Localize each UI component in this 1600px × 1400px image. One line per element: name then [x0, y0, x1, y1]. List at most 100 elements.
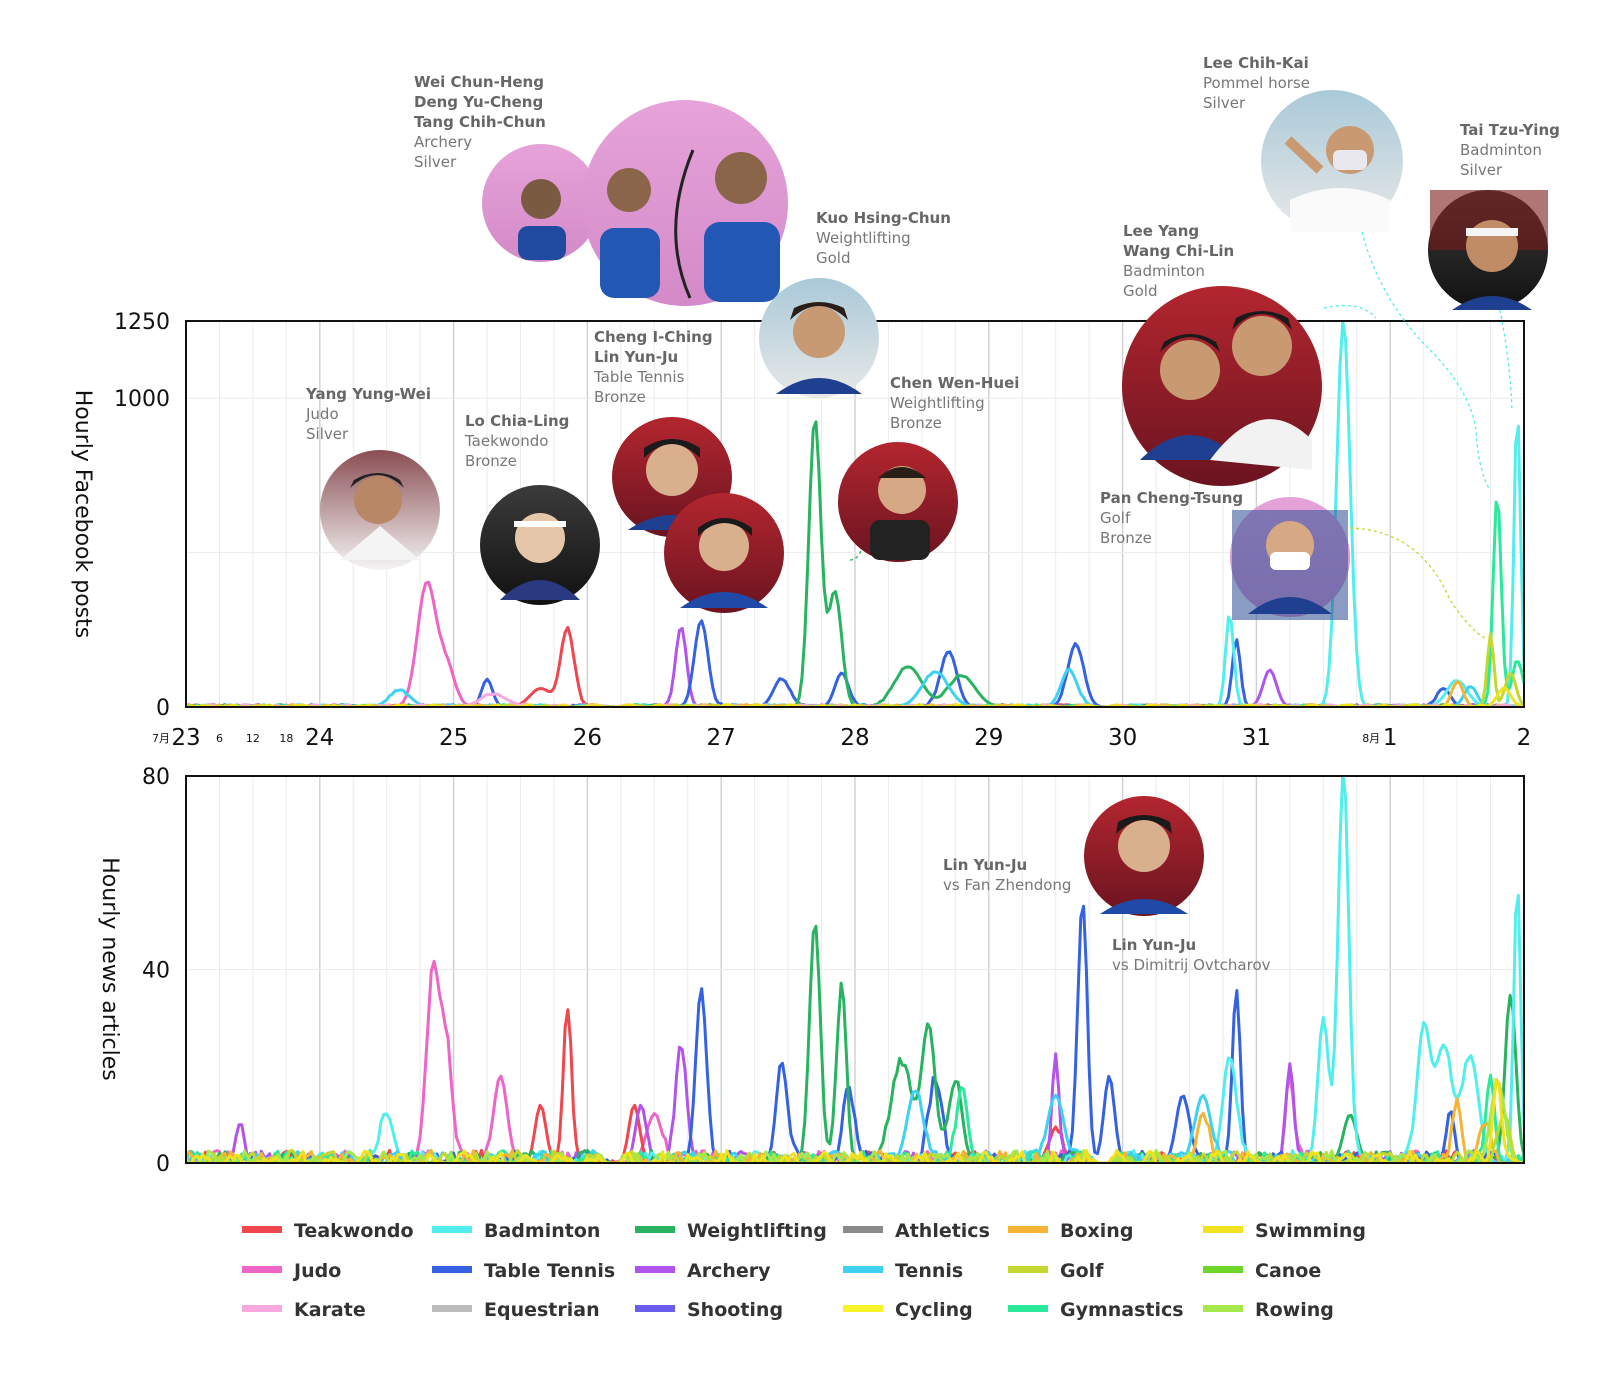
series-line-swimming — [186, 1077, 1524, 1163]
annotation-line: Weightlifting — [890, 394, 985, 412]
annotation-line: Gold — [816, 249, 851, 267]
badminton-singles-photo — [1428, 190, 1548, 310]
legend-label: Badminton — [484, 1220, 600, 1242]
annotation-ovtcharov: Lin Yun-Ju vs Dimitrij Ovtcharov — [1112, 936, 1271, 974]
legend-label: Shooting — [687, 1299, 783, 1321]
legend-label: Tennis — [895, 1260, 963, 1282]
legend-label: Athletics — [895, 1220, 990, 1242]
news-frame — [185, 775, 1525, 1164]
x-day-label: 2 — [1517, 725, 1532, 751]
legend-swatch — [1203, 1226, 1243, 1233]
annotation-line: Silver — [414, 153, 457, 171]
annotation-line: Badminton — [1460, 141, 1542, 159]
x-month-label: 7月 — [152, 732, 170, 745]
archery-team-photo — [482, 100, 788, 306]
annotation-line: vs Dimitrij Ovtcharov — [1112, 956, 1271, 974]
annotation-golf: Pan Cheng-Tsung Golf Bronze — [1100, 489, 1243, 547]
annotation-line: Taekwondo — [464, 432, 548, 450]
legend-swatch — [635, 1305, 675, 1312]
judo-photo — [320, 450, 440, 570]
facebook-y-label: Hourly Facebook posts — [70, 390, 95, 638]
y-tick-label: 0 — [156, 1152, 170, 1177]
legend-swatch — [432, 1226, 472, 1233]
news-grid — [185, 776, 1525, 1163]
legend-label: Golf — [1060, 1260, 1104, 1282]
annotation-line: Silver — [1460, 161, 1503, 179]
annotation-line: Gold — [1123, 282, 1158, 300]
taekwondo-photo — [480, 485, 600, 605]
legend-label: Cycling — [895, 1299, 973, 1321]
weightlifting-photo-1 — [759, 278, 879, 398]
legend-label: Weightlifting — [687, 1220, 827, 1242]
annotation-line: Badminton — [1123, 262, 1205, 280]
legend-swatch — [1008, 1226, 1048, 1233]
legend-label: Equestrian — [484, 1299, 600, 1321]
annotation-weightlifting-gold: Kuo Hsing-Chun Weightlifting Gold — [816, 209, 951, 267]
annotation-line: Archery — [414, 133, 472, 151]
annotation-line: Weightlifting — [816, 229, 911, 247]
annotation-line: Wei Chun-Heng — [414, 73, 544, 91]
legend-label: Karate — [294, 1299, 366, 1321]
annotation-line: Tang Chih-Chun — [414, 113, 546, 131]
x-day-label: 26 — [573, 725, 602, 751]
legend-label: Gymnastics — [1060, 1299, 1184, 1321]
x-day-label: 23 — [171, 725, 200, 751]
x-day-label: 30 — [1108, 725, 1137, 751]
annotation-line: Pommel horse — [1203, 74, 1310, 92]
annotation-taekwondo: Lo Chia-Ling Taekwondo Bronze — [464, 412, 569, 470]
legend-swatch — [242, 1266, 282, 1273]
series-line-table-tennis — [186, 904, 1524, 1163]
annotation-line: Lin Yun-Ju — [1112, 936, 1196, 954]
legend-label: Swimming — [1255, 1220, 1366, 1242]
annotation-line: Lo Chia-Ling — [465, 412, 569, 430]
golf-photo — [1230, 497, 1350, 620]
annotation-pommel-horse: Lee Chih-Kai Pommel horse Silver — [1203, 54, 1310, 112]
legend-label: Table Tennis — [484, 1260, 615, 1282]
annotation-table-tennis: Cheng I-Ching Lin Yun-Ju Table Tennis Br… — [593, 328, 713, 406]
annotation-line: Bronze — [594, 388, 646, 406]
annotation-weightlifting-bronze: Chen Wen-Huei Weightlifting Bronze — [890, 374, 1019, 432]
x-hour-label: 6 — [216, 732, 223, 745]
legend-swatch — [432, 1305, 472, 1312]
legend: Teakwondo Badminton Weightlifting Athletics… — [242, 1220, 1366, 1321]
annotation-line: Wang Chi-Lin — [1123, 242, 1234, 260]
annotation-line: Table Tennis — [593, 368, 685, 386]
annotation-line: Pan Cheng-Tsung — [1100, 489, 1243, 507]
legend-swatch — [242, 1226, 282, 1233]
legend-swatch — [1008, 1266, 1048, 1273]
legend-swatch — [1203, 1305, 1243, 1312]
x-month-label: 8月 — [1362, 732, 1380, 745]
x-day-label: 27 — [707, 725, 736, 751]
x-day-label: 31 — [1242, 725, 1271, 751]
legend-label: Rowing — [1255, 1299, 1334, 1321]
y-ticks: 0 1000 1250 0 40 80 — [114, 310, 170, 1177]
legend-label: Judo — [292, 1260, 341, 1282]
annotation-archery: Wei Chun-Heng Deng Yu-Cheng Tang Chih-Ch… — [414, 73, 546, 171]
weightlifting-photo-2 — [838, 442, 958, 562]
annotation-judo: Yang Yung-Wei Judo Silver — [305, 385, 431, 443]
annotation-line: Chen Wen-Huei — [890, 374, 1019, 392]
x-hour-label: 18 — [279, 732, 293, 745]
legend-swatch — [432, 1266, 472, 1273]
legend-swatch — [843, 1266, 883, 1273]
annotation-line: Golf — [1100, 509, 1131, 527]
legend-swatch — [1203, 1266, 1243, 1273]
legend-swatch — [242, 1305, 282, 1312]
legend-label: Canoe — [1255, 1260, 1321, 1282]
annotation-line: Bronze — [465, 452, 517, 470]
connector-lines — [849, 231, 1513, 639]
annotation-line: Tai Tzu-Ying — [1460, 121, 1560, 139]
y-tick-label: 0 — [156, 696, 170, 721]
legend-swatch — [635, 1226, 675, 1233]
gymnastics-photo — [1261, 90, 1403, 232]
y-tick-label: 40 — [142, 959, 170, 984]
x-day-label: 24 — [305, 725, 334, 751]
legend-label: Teakwondo — [294, 1220, 414, 1242]
series-line-swimming — [186, 685, 1524, 707]
annotation-line: Lin Yun-Ju — [943, 856, 1027, 874]
x-day-label: 28 — [840, 725, 869, 751]
legend-label: Archery — [687, 1260, 771, 1282]
annotation-line: Silver — [306, 425, 349, 443]
